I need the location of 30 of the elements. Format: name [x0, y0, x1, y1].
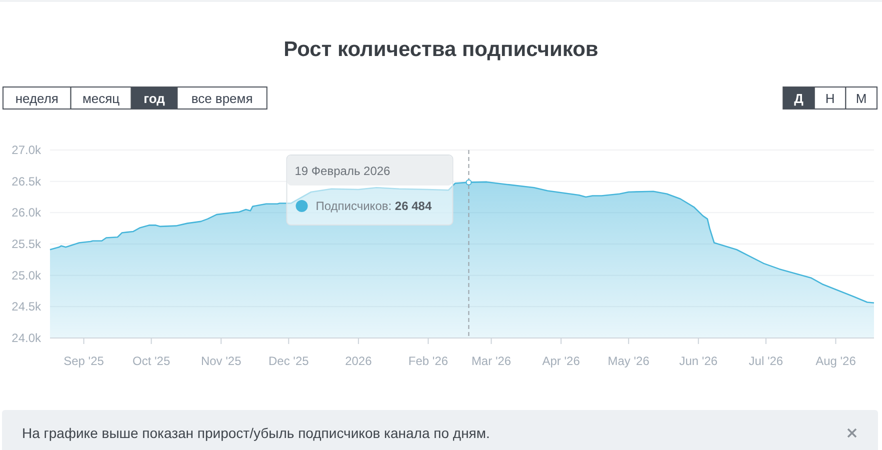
x-tick-label: Nov '25: [200, 354, 242, 368]
x-tick-label: 2026: [345, 354, 372, 368]
toggle-button: год: [130, 86, 178, 110]
annotation: Подписчиков: 26 484: [316, 199, 432, 213]
text: На графике выше показан прирост/убыль подписчиков канала по дням.: [22, 425, 490, 441]
x-tick-label: Jul '26: [748, 354, 784, 368]
x-tick-label: Sep '25: [64, 354, 104, 368]
toggle-button: Н: [814, 86, 846, 110]
x-tick-label: Apr '26: [542, 354, 580, 368]
x-tick-label: Aug '26: [816, 354, 856, 368]
annotation: 19 Февраль 2026: [294, 164, 391, 178]
x-tick-label: Feb '26: [408, 354, 448, 368]
y-tick-label: 24.0k: [12, 331, 42, 345]
y-tick-label: 26.0k: [12, 206, 42, 220]
chart-title: Рост количества подписчиков: [284, 38, 598, 61]
y-tick-label: 27.0k: [12, 143, 42, 157]
x-tick-label: Mar '26: [471, 354, 512, 368]
toggle-button: все время: [176, 86, 268, 110]
y-tick-label: 26.5k: [12, 174, 42, 188]
toggle-button: месяц: [70, 86, 132, 110]
x-tick-label: Dec '25: [268, 354, 310, 368]
y-tick-label: 25.5k: [12, 237, 42, 251]
x-tick-label: Oct '25: [132, 354, 170, 368]
x-tick-label: May '26: [608, 354, 650, 368]
toggle-button: Д: [782, 86, 815, 110]
y-tick-label: 25.0k: [12, 268, 42, 282]
x-tick-label: Jun '26: [679, 354, 718, 368]
toggle-button: М: [845, 86, 878, 110]
y-tick-label: 24.5k: [12, 300, 42, 314]
toggle-button: неделя: [2, 86, 72, 110]
